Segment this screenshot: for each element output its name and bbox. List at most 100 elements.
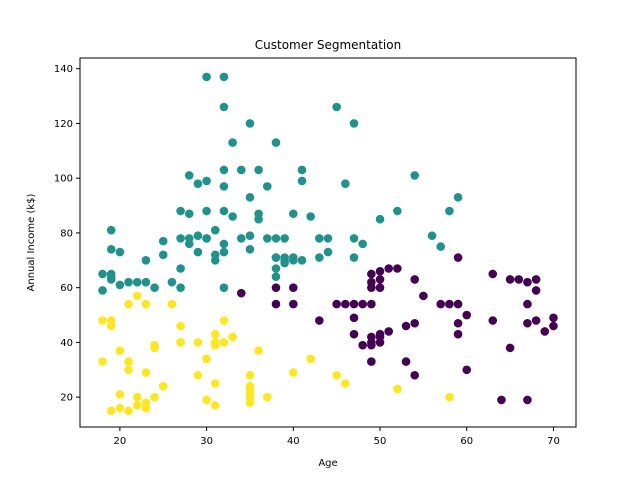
data-point xyxy=(236,234,246,243)
data-point xyxy=(323,234,333,243)
y-axis: 20 40 60 80 100 120 140 xyxy=(54,64,80,404)
data-point xyxy=(549,313,558,323)
data-point xyxy=(254,165,263,175)
data-point xyxy=(167,277,177,287)
data-point xyxy=(445,392,454,402)
data-point xyxy=(315,316,324,325)
data-point xyxy=(176,206,185,216)
y-tick-label: 120 xyxy=(54,119,73,130)
data-point xyxy=(523,395,532,405)
data-point xyxy=(410,171,420,180)
data-point xyxy=(297,165,307,175)
data-point xyxy=(549,321,558,331)
data-point xyxy=(115,280,125,290)
data-point xyxy=(436,242,446,251)
data-point xyxy=(106,225,116,235)
data-point xyxy=(98,286,107,295)
data-point xyxy=(132,277,142,287)
x-tick-label: 60 xyxy=(460,436,473,447)
data-point xyxy=(150,343,159,353)
data-point xyxy=(202,234,211,243)
data-point xyxy=(193,370,203,380)
data-point xyxy=(271,264,281,273)
data-point xyxy=(245,370,255,380)
data-point xyxy=(497,395,506,405)
data-point xyxy=(210,225,220,235)
data-point xyxy=(193,247,203,257)
x-tick-label: 40 xyxy=(287,436,300,447)
x-axis: 20 30 40 50 60 70 xyxy=(114,427,560,447)
data-point xyxy=(323,247,333,257)
data-point xyxy=(132,291,142,301)
data-point xyxy=(514,275,524,284)
data-point xyxy=(176,283,185,292)
data-point xyxy=(132,401,142,410)
data-point xyxy=(289,255,298,265)
data-point xyxy=(531,286,541,295)
data-point xyxy=(167,299,177,309)
data-point xyxy=(410,318,420,328)
data-point xyxy=(453,253,463,262)
data-point xyxy=(462,310,472,320)
data-point xyxy=(358,239,367,249)
x-tick-label: 30 xyxy=(200,436,213,447)
data-point xyxy=(271,283,281,292)
data-point xyxy=(367,277,376,287)
data-point xyxy=(289,368,298,377)
data-point xyxy=(349,329,359,339)
x-axis-label: Age xyxy=(318,458,337,469)
data-point xyxy=(427,231,437,240)
data-point xyxy=(531,316,541,325)
data-point xyxy=(176,338,185,347)
data-point xyxy=(245,231,255,240)
data-point xyxy=(115,390,125,399)
y-tick-label: 100 xyxy=(54,174,73,185)
data-point xyxy=(375,214,385,224)
data-point xyxy=(401,321,411,331)
data-point xyxy=(106,245,116,254)
data-point xyxy=(341,179,350,188)
data-point xyxy=(410,370,420,380)
data-point xyxy=(202,354,211,364)
data-point xyxy=(176,234,185,243)
data-point xyxy=(453,299,463,309)
data-point xyxy=(219,72,229,82)
data-point xyxy=(263,392,272,402)
data-point xyxy=(202,176,211,186)
data-point xyxy=(124,357,133,366)
data-point xyxy=(184,239,194,249)
data-point xyxy=(505,275,515,284)
data-point xyxy=(367,357,376,366)
data-point xyxy=(228,138,237,147)
data-point xyxy=(193,179,203,188)
data-point xyxy=(271,234,281,243)
data-point xyxy=(341,379,350,388)
data-point xyxy=(297,176,307,186)
data-point xyxy=(263,234,272,243)
y-axis-label: Annual Income (k$) xyxy=(26,193,37,291)
data-point xyxy=(375,283,385,292)
data-point xyxy=(158,236,168,246)
data-point xyxy=(332,102,341,112)
data-point xyxy=(202,395,211,405)
data-point xyxy=(106,275,116,284)
data-point xyxy=(219,165,229,175)
data-point xyxy=(384,327,394,336)
data-point xyxy=(367,332,376,342)
data-point xyxy=(315,253,324,262)
data-point xyxy=(141,299,151,309)
data-point xyxy=(349,313,359,323)
data-point xyxy=(210,340,220,350)
data-point xyxy=(488,269,498,279)
x-tick-label: 50 xyxy=(374,436,387,447)
data-point xyxy=(150,283,159,292)
data-point xyxy=(393,206,402,216)
data-point xyxy=(141,277,151,287)
data-point xyxy=(523,318,532,328)
y-tick-label: 20 xyxy=(60,393,73,404)
x-tick-label: 20 xyxy=(114,436,127,447)
data-point xyxy=(254,346,263,355)
data-point xyxy=(150,392,159,402)
data-point xyxy=(436,299,446,309)
